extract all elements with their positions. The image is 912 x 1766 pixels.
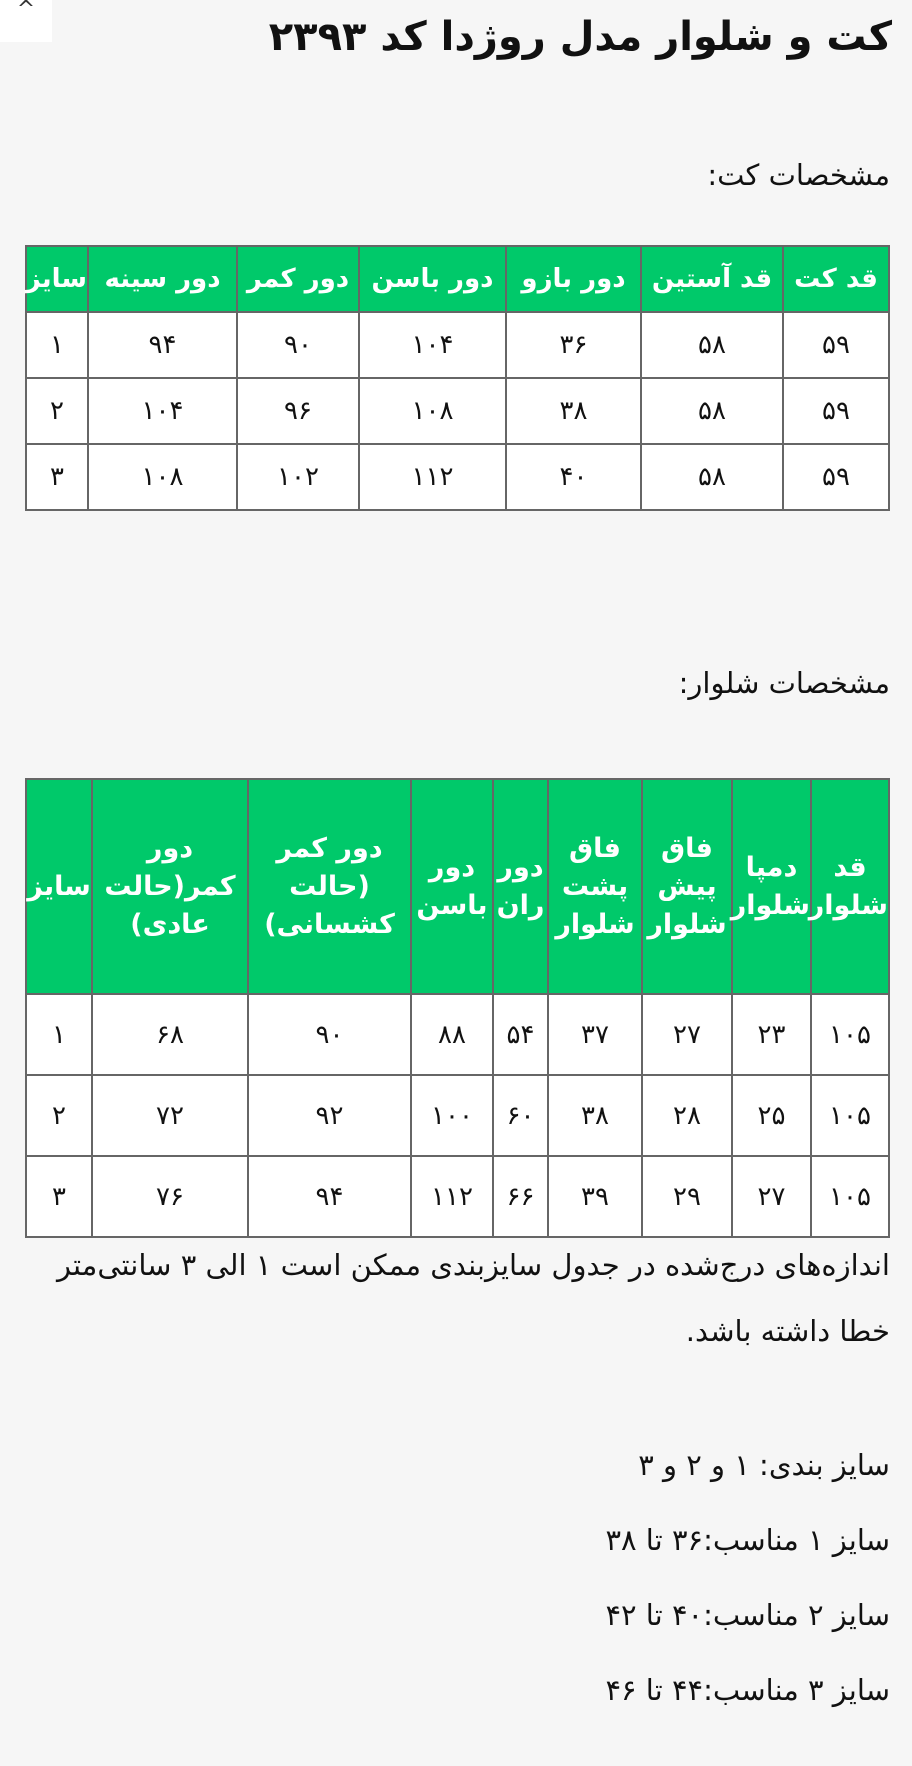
table-cell: ۱۰۵ [810, 1155, 890, 1238]
column-header: دور کمر(حالت عادی) [91, 778, 249, 995]
table-row: ۵۹ ۵۸ ۳۸ ۱۰۸ ۹۶ ۱۰۴ ۲ [25, 377, 890, 445]
table-cell: ۳۸ [547, 1074, 643, 1157]
column-header: دور سینه [87, 245, 238, 313]
column-header: دور کمر [236, 245, 360, 313]
table-row: ۵۹ ۵۸ ۳۶ ۱۰۴ ۹۰ ۹۴ ۱ [25, 311, 890, 379]
table-cell: ۲۷ [641, 993, 733, 1076]
column-header: قد آستین [640, 245, 784, 313]
table-cell: ۲۷ [731, 1155, 812, 1238]
table-row: ۱۰۵ ۲۳ ۲۷ ۳۷ ۵۴ ۸۸ ۹۰ ۶۸ ۱ [25, 993, 890, 1076]
table-cell: ۵۸ [640, 377, 784, 445]
table-cell: ۵۴ [492, 993, 549, 1076]
column-header: فاق پیش شلوار [641, 778, 733, 995]
size-line: سایز ۱ مناسب:۳۶ تا ۳۸ [605, 1523, 890, 1557]
size-line: سایز بندی: ۱ و ۲ و ۳ [638, 1448, 890, 1482]
table-cell: ۵۹ [782, 377, 890, 445]
table-cell: ۵۹ [782, 443, 890, 511]
table-cell: ۱۰۸ [358, 377, 507, 445]
column-header: دور ران [492, 778, 549, 995]
table-cell: ۳ [25, 1155, 93, 1238]
size-note: اندازه‌های درج‌شده در جدول سایزبندی ممکن… [57, 1248, 890, 1348]
size-line: سایز ۳ مناسب:۴۴ تا ۴۶ [605, 1673, 890, 1707]
table-cell: ۴۰ [505, 443, 642, 511]
scroll-up-button[interactable]: ^ [0, 0, 52, 42]
table-cell: ۱۰۵ [810, 993, 890, 1076]
table-cell: ۹۴ [87, 311, 238, 379]
column-header: فاق پشت شلوار [547, 778, 643, 995]
table-cell: ۳۶ [505, 311, 642, 379]
page-title: کت و شلوار مدل روژدا کد ۲۳۹۳ [268, 14, 892, 60]
table-cell: ۶۰ [492, 1074, 549, 1157]
table-row: ۱۰۵ ۲۵ ۲۸ ۳۸ ۶۰ ۱۰۰ ۹۲ ۷۲ ۲ [25, 1074, 890, 1157]
table-cell: ۵۹ [782, 311, 890, 379]
table-cell: ۲ [25, 1074, 93, 1157]
table-row: ۱۰۵ ۲۷ ۲۹ ۳۹ ۶۶ ۱۱۲ ۹۴ ۷۶ ۳ [25, 1155, 890, 1238]
pants-size-table: قد شلوار دمپا شلوار فاق پیش شلوار فاق پشت ش… [25, 778, 890, 1238]
table-cell: ۲۹ [641, 1155, 733, 1238]
column-header: دور کمر (حالت کشسانی) [247, 778, 412, 995]
table-cell: ۳ [25, 443, 89, 511]
table-cell: ۱۱۲ [410, 1155, 494, 1238]
pants-heading: مشخصات شلوار: [678, 666, 890, 700]
column-header: دمپا شلوار [731, 778, 812, 995]
table-cell: ۷۲ [91, 1074, 249, 1157]
table-cell: ۱۰۵ [810, 1074, 890, 1157]
table-cell: ۱۰۴ [358, 311, 507, 379]
column-header: دور باسن [358, 245, 507, 313]
column-header: دور باسن [410, 778, 494, 995]
table-cell: ۳۹ [547, 1155, 643, 1238]
table-cell: ۱۰۸ [87, 443, 238, 511]
column-header: سایز [25, 245, 89, 313]
table-cell: ۲ [25, 377, 89, 445]
table-cell: ۳۸ [505, 377, 642, 445]
table-cell: ۳۷ [547, 993, 643, 1076]
table-cell: ۲۵ [731, 1074, 812, 1157]
table-cell: ۹۰ [247, 993, 412, 1076]
table-cell: ۱۰۴ [87, 377, 238, 445]
table-cell: ۱ [25, 311, 89, 379]
table-row: ۵۹ ۵۸ ۴۰ ۱۱۲ ۱۰۲ ۱۰۸ ۳ [25, 443, 890, 511]
column-header: قد کت [782, 245, 890, 313]
table-cell: ۷۶ [91, 1155, 249, 1238]
table-cell: ۸۸ [410, 993, 494, 1076]
table-cell: ۶۸ [91, 993, 249, 1076]
column-header: سایز [25, 778, 93, 995]
table-cell: ۲۳ [731, 993, 812, 1076]
table-cell: ۱۰۰ [410, 1074, 494, 1157]
column-header: قد شلوار [809, 778, 890, 995]
table-cell: ۲۸ [641, 1074, 733, 1157]
size-list: سایز بندی: ۱ و ۲ و ۳ سایز ۱ مناسب:۳۶ تا … [20, 1428, 890, 1728]
table-cell: ۹۲ [247, 1074, 412, 1157]
size-line: سایز ۲ مناسب:۴۰ تا ۴۲ [605, 1598, 890, 1632]
jacket-heading: مشخصات کت: [707, 158, 890, 192]
column-header: دور بازو [505, 245, 642, 313]
table-cell: ۱ [25, 993, 93, 1076]
chevron-up-icon: ^ [16, 0, 36, 22]
table-cell: ۱۱۲ [358, 443, 507, 511]
table-cell: ۵۸ [640, 311, 784, 379]
table-cell: ۹۰ [236, 311, 360, 379]
table-cell: ۵۸ [640, 443, 784, 511]
table-cell: ۶۶ [492, 1155, 549, 1238]
table-cell: ۱۰۲ [236, 443, 360, 511]
table-cell: ۹۴ [247, 1155, 412, 1238]
jacket-size-table: قد کت قد آستین دور بازو دور باسن دور کمر دور … [25, 245, 890, 511]
table-cell: ۹۶ [236, 377, 360, 445]
